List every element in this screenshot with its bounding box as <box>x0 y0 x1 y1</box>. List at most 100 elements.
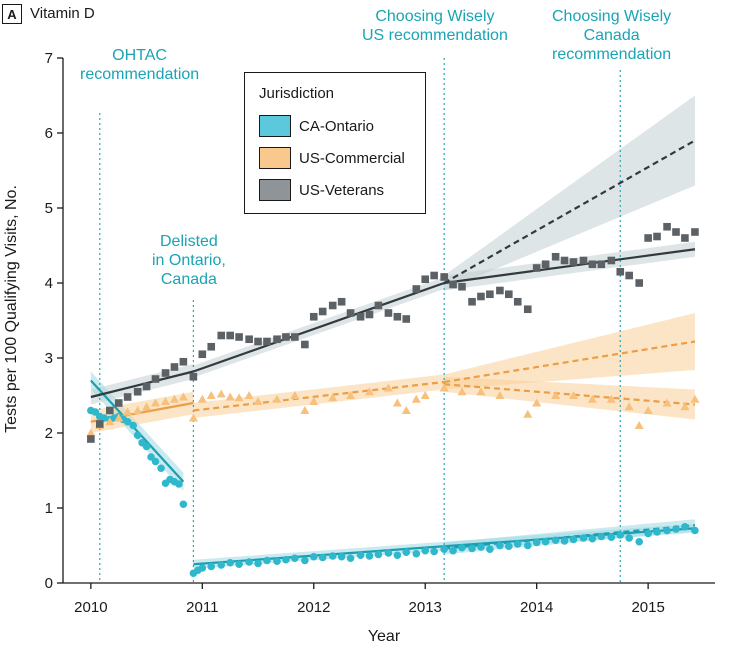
data-point <box>440 273 448 281</box>
x-tick-label: 2010 <box>74 599 107 616</box>
data-point <box>597 260 606 269</box>
data-point <box>681 234 689 242</box>
data-point <box>337 297 346 306</box>
data-point <box>383 383 393 392</box>
data-point <box>421 275 430 284</box>
data-point <box>365 310 374 319</box>
data-point <box>402 548 411 557</box>
data-point <box>523 541 532 550</box>
data-point <box>643 406 653 414</box>
data-point <box>245 558 253 566</box>
data-point <box>346 391 356 399</box>
data-point <box>532 398 542 407</box>
legend-item-us-commercial: US-Commercial <box>259 147 405 169</box>
legend-label: CA-Ontario <box>299 117 375 135</box>
data-point <box>142 402 152 411</box>
data-point <box>142 382 151 391</box>
data-point <box>207 562 216 571</box>
data-point <box>505 290 513 299</box>
trend-line <box>193 281 445 373</box>
data-point <box>672 228 680 236</box>
data-point <box>616 267 625 276</box>
data-point <box>635 537 644 546</box>
legend-label: US-Veterans <box>299 181 385 199</box>
y-tick-label: 2 <box>45 425 53 442</box>
trend-line <box>193 380 445 412</box>
chart-title: Vitamin D <box>30 5 95 22</box>
data-point <box>179 500 188 509</box>
data-point <box>216 389 226 398</box>
data-point <box>439 383 449 392</box>
y-tick-label: 7 <box>45 50 53 67</box>
data-point <box>384 309 393 317</box>
data-point <box>244 391 254 399</box>
data-point <box>197 394 207 403</box>
data-point <box>430 547 438 556</box>
data-point <box>449 546 457 555</box>
data-point <box>272 394 282 403</box>
data-point <box>420 391 430 399</box>
annotation-line: recommendation <box>552 46 672 63</box>
data-point <box>624 402 634 411</box>
data-point <box>328 393 338 402</box>
trend-line <box>444 383 696 406</box>
annotation-line: OHTAC <box>112 47 167 64</box>
legend-swatch <box>259 179 291 201</box>
data-point <box>663 526 671 535</box>
legend-title: Jurisdiction <box>259 85 335 102</box>
data-point <box>597 532 606 541</box>
y-axis-label: Tests per 100 Qualifying Visits, No. <box>3 185 20 433</box>
data-point <box>151 398 161 407</box>
data-point <box>189 372 198 381</box>
data-point <box>691 228 699 236</box>
data-point <box>105 417 115 426</box>
data-points <box>86 222 700 578</box>
data-point <box>235 333 243 341</box>
data-point <box>523 409 533 418</box>
data-point <box>106 406 114 415</box>
data-point <box>421 546 430 555</box>
data-point <box>114 413 124 422</box>
data-point <box>607 256 616 265</box>
y-tick-label: 4 <box>45 275 53 292</box>
legend-item-ca-ontario: CA-Ontario <box>259 115 374 137</box>
data-point <box>301 340 309 349</box>
data-point <box>635 279 644 287</box>
annotation-line: Delisted <box>160 233 218 250</box>
x-tick-label: 2015 <box>631 599 664 616</box>
data-point <box>607 533 616 542</box>
data-point <box>234 393 244 402</box>
data-point <box>318 553 327 562</box>
data-point <box>273 335 281 344</box>
data-point <box>412 285 421 293</box>
data-point <box>142 442 151 451</box>
data-point <box>588 260 597 269</box>
data-point <box>254 559 262 568</box>
data-point <box>263 337 271 346</box>
data-point <box>468 297 476 306</box>
data-point <box>309 552 318 561</box>
data-point <box>198 350 207 359</box>
data-point <box>86 428 96 437</box>
confidence-band <box>444 95 695 291</box>
data-point <box>374 550 383 559</box>
data-point <box>346 554 355 563</box>
data-point <box>226 331 234 340</box>
data-point <box>178 392 188 401</box>
data-point <box>95 420 104 428</box>
data-point <box>495 391 505 399</box>
data-point <box>644 529 652 538</box>
data-point <box>226 558 234 567</box>
data-point <box>207 342 216 351</box>
data-point <box>513 297 522 306</box>
data-point <box>291 554 299 563</box>
data-point <box>151 457 160 466</box>
data-point <box>161 397 171 405</box>
data-point <box>384 549 393 557</box>
axes: 0 1 2 3 4 5 6 7 2010 2011 2012 2013 2014 2015 <box>45 50 715 616</box>
data-point <box>541 260 550 269</box>
data-point <box>263 556 271 565</box>
x-tick-label: 2011 <box>186 599 218 616</box>
data-point <box>282 333 290 341</box>
